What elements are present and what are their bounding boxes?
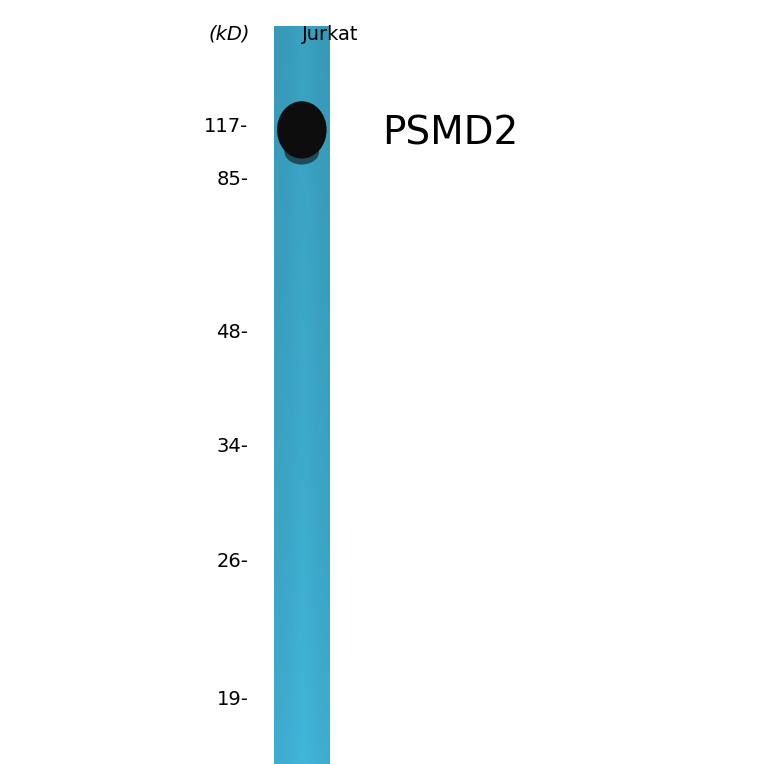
Ellipse shape xyxy=(277,102,327,159)
Text: 34-: 34- xyxy=(216,438,248,456)
Text: Jurkat: Jurkat xyxy=(302,25,358,44)
Text: (kD): (kD) xyxy=(209,25,250,44)
Ellipse shape xyxy=(284,139,319,164)
Text: 19-: 19- xyxy=(216,690,248,708)
Text: 48-: 48- xyxy=(216,323,248,342)
Text: 26-: 26- xyxy=(216,552,248,571)
Text: PSMD2: PSMD2 xyxy=(382,115,518,153)
Text: 85-: 85- xyxy=(216,170,248,189)
Text: 117-: 117- xyxy=(204,117,248,135)
